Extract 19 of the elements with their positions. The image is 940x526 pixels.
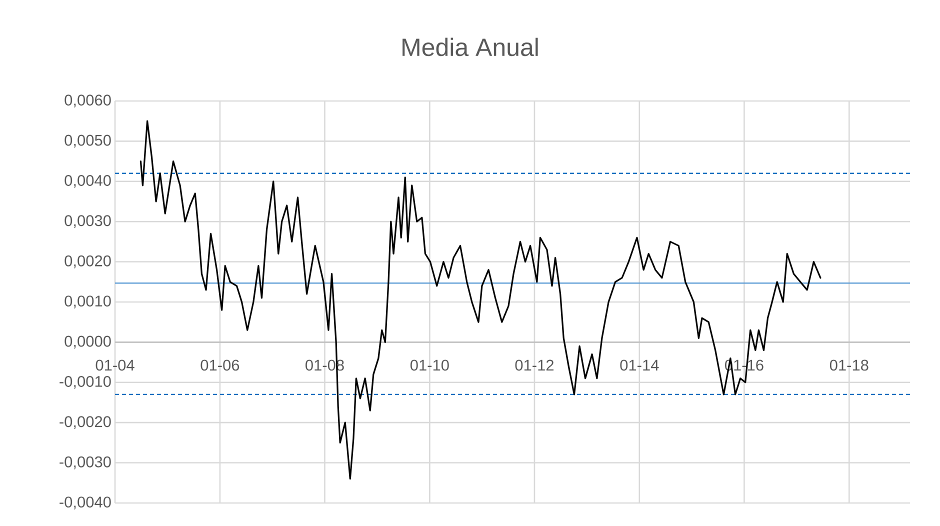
y-tick-label: 0,0020 <box>64 255 111 268</box>
x-tick-label: 01-12 <box>515 360 554 371</box>
y-tick-label: -0,0040 <box>60 496 111 510</box>
y-tick-label: 0,0060 <box>64 94 111 108</box>
x-tick-label: 01-14 <box>620 360 659 371</box>
y-tick-label: 0,0040 <box>64 174 111 188</box>
x-tick-label: 01-18 <box>830 360 868 371</box>
y-tick-label: 0,0050 <box>64 134 111 148</box>
y-tick-label: -0,0020 <box>60 416 111 429</box>
y-tick-label: -0,0030 <box>60 456 111 470</box>
chart-title: Media Anual <box>402 38 538 56</box>
y-tick-label: -0,0010 <box>60 376 111 389</box>
line-series <box>140 120 822 480</box>
y-tick-label: 0,0030 <box>64 215 111 228</box>
x-tick-label: 01-04 <box>96 360 134 371</box>
x-tick-label: 01-10 <box>410 360 449 371</box>
y-tick-label: 0,0010 <box>64 296 111 308</box>
x-tick-label: 01-06 <box>200 360 240 371</box>
y-tick-label: 0,0000 <box>64 336 111 349</box>
